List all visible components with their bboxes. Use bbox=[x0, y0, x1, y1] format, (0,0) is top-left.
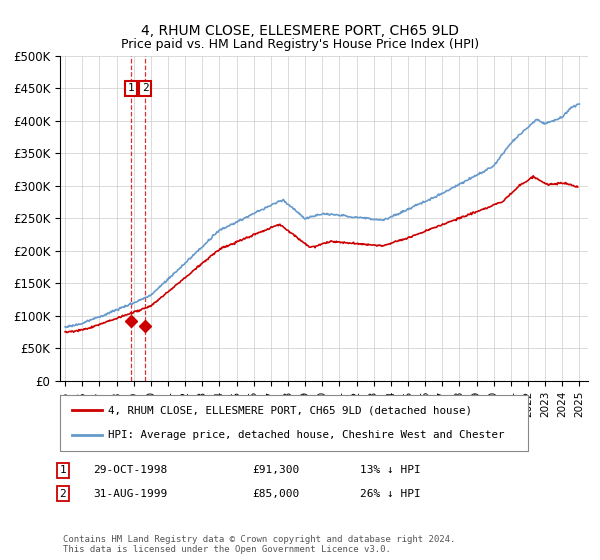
Text: 26% ↓ HPI: 26% ↓ HPI bbox=[360, 489, 421, 499]
Text: HPI: Average price, detached house, Cheshire West and Chester: HPI: Average price, detached house, Ches… bbox=[108, 430, 505, 440]
Text: 31-AUG-1999: 31-AUG-1999 bbox=[93, 489, 167, 499]
Text: 2: 2 bbox=[142, 83, 149, 94]
Text: 29-OCT-1998: 29-OCT-1998 bbox=[93, 465, 167, 475]
Text: 4, RHUM CLOSE, ELLESMERE PORT, CH65 9LD (detached house): 4, RHUM CLOSE, ELLESMERE PORT, CH65 9LD … bbox=[108, 405, 472, 416]
Text: 1: 1 bbox=[59, 465, 67, 475]
Text: 4, RHUM CLOSE, ELLESMERE PORT, CH65 9LD: 4, RHUM CLOSE, ELLESMERE PORT, CH65 9LD bbox=[141, 24, 459, 38]
Text: 13% ↓ HPI: 13% ↓ HPI bbox=[360, 465, 421, 475]
Text: Price paid vs. HM Land Registry's House Price Index (HPI): Price paid vs. HM Land Registry's House … bbox=[121, 38, 479, 52]
Text: £91,300: £91,300 bbox=[252, 465, 299, 475]
Text: 1: 1 bbox=[127, 83, 134, 94]
Text: 2: 2 bbox=[59, 489, 67, 499]
Text: £85,000: £85,000 bbox=[252, 489, 299, 499]
Text: Contains HM Land Registry data © Crown copyright and database right 2024.
This d: Contains HM Land Registry data © Crown c… bbox=[63, 535, 455, 554]
